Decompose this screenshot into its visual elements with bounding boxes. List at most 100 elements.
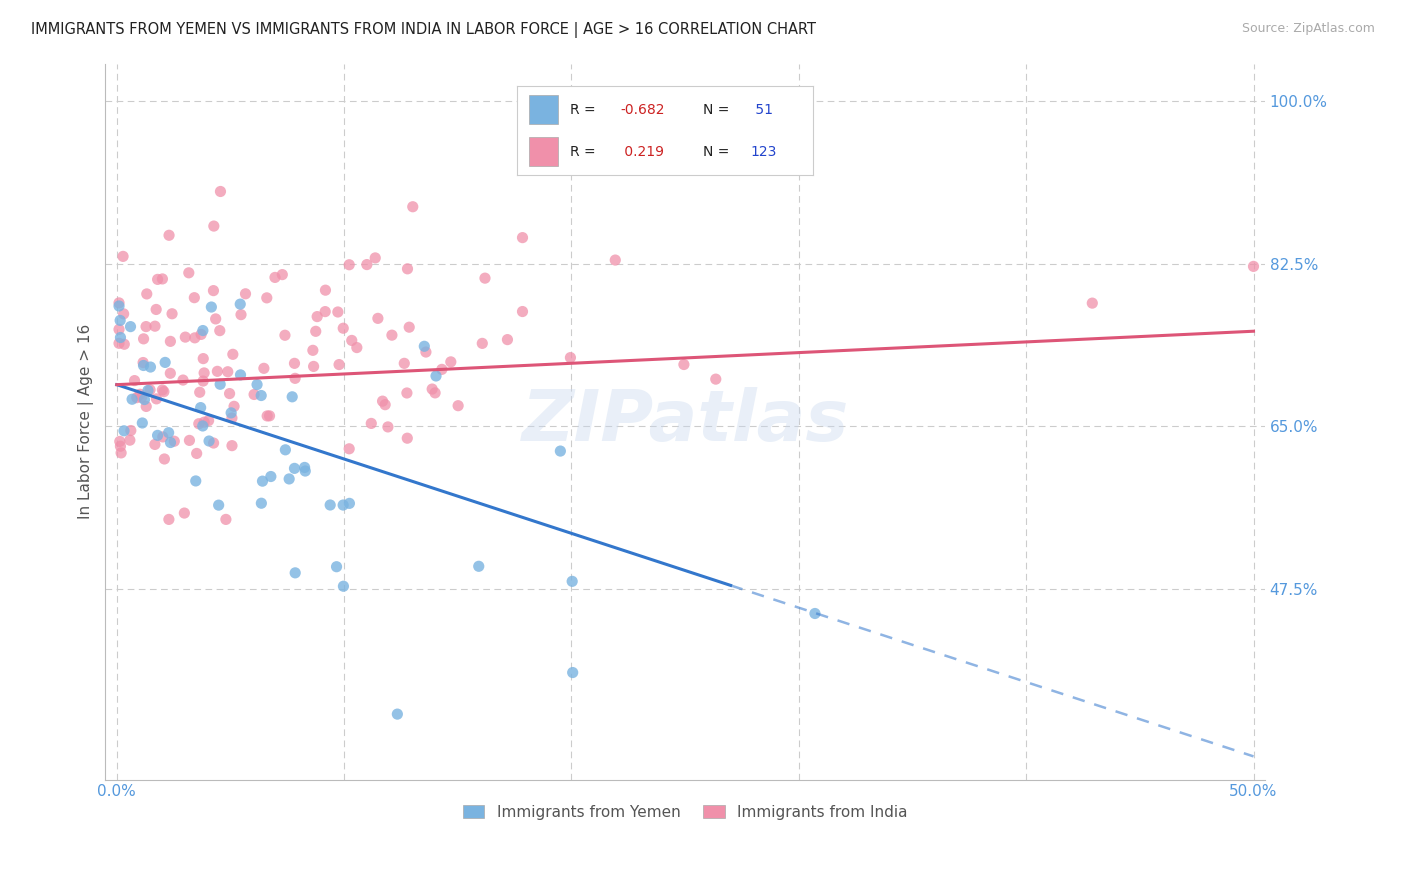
Point [328,358,350,372]
Point [200,300,222,314]
Point [193,351,215,366]
Point [278,472,301,486]
Point [283,356,305,370]
Point [398,320,420,334]
Point [208,498,231,512]
Point [112,249,135,263]
Point [420,382,443,396]
Point [340,334,363,348]
Point [187,417,209,431]
Point [235,286,257,301]
Point [143,319,166,334]
Point [146,428,169,442]
Point [108,299,131,313]
Point [332,579,354,593]
Point [346,341,368,355]
Point [314,304,336,318]
Point [197,413,219,427]
Point [252,474,274,488]
Point [186,446,208,460]
Point [381,328,404,343]
Point [425,368,447,383]
Point [217,365,239,379]
Text: Source: ZipAtlas.com: Source: ZipAtlas.com [1241,22,1375,36]
Point [131,391,153,405]
Point [337,442,360,456]
Point [153,355,176,369]
Point [135,287,157,301]
Point [136,384,159,398]
Point [305,324,328,338]
Point [132,359,155,373]
Point [259,409,281,423]
Point [183,291,205,305]
Point [152,272,174,286]
Point [672,358,695,372]
Point [163,434,186,449]
Point [190,401,212,415]
Point [191,324,214,338]
Point [125,391,148,405]
Point [229,308,252,322]
Point [512,230,534,244]
Point [256,291,278,305]
Point [561,665,583,680]
Point [332,498,354,512]
Point [561,574,583,589]
Point [284,371,307,385]
Point [387,707,409,722]
Point [108,434,131,449]
Point [229,297,252,311]
Point [112,424,135,438]
Point [179,434,201,448]
Point [394,356,416,370]
Point [243,387,266,401]
Point [326,305,349,319]
Point [294,464,316,478]
Point [152,430,174,444]
Point [377,420,399,434]
Point [447,399,470,413]
Point [159,334,181,349]
Point [139,359,162,374]
Point [325,559,347,574]
Point [250,388,273,402]
Point [374,398,396,412]
Point [512,304,534,318]
Point [415,345,437,359]
Point [396,261,419,276]
Point [157,425,180,440]
Point [294,460,316,475]
Point [110,330,132,344]
Point [193,415,215,429]
Point [110,446,132,460]
Point [219,406,242,420]
Point [143,437,166,451]
Point [157,228,180,243]
Point [222,400,245,414]
Point [172,373,194,387]
Point [1243,260,1265,274]
Point [440,355,463,369]
Point [605,253,627,268]
Point [332,321,354,335]
Point [124,374,146,388]
Point [704,372,727,386]
Point [339,496,361,510]
Point [302,343,325,358]
Point [271,268,294,282]
Point [120,424,142,438]
Text: ZIPatlas: ZIPatlas [522,387,849,457]
Point [132,355,155,369]
Point [804,607,827,621]
Point [198,434,221,448]
Point [129,387,152,401]
Point [145,302,167,317]
Point [302,359,325,374]
Point [188,385,211,400]
Point [131,416,153,430]
Point [209,185,232,199]
Point [159,435,181,450]
Point [307,310,329,324]
Point [134,392,156,407]
